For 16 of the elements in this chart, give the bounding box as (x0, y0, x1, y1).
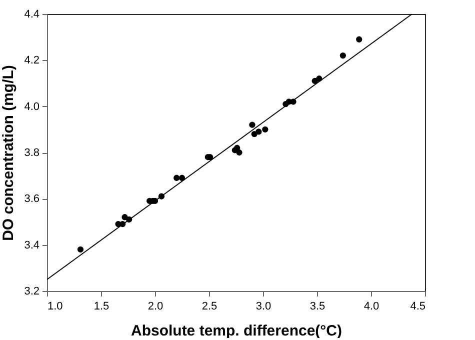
y-tick-label: 4.0 (24, 100, 40, 113)
y-tick-label: 4.2 (24, 54, 40, 67)
x-tick-label: 2.0 (148, 300, 164, 312)
x-tick-label: 3.5 (310, 300, 326, 312)
y-tick-label: 4.4 (24, 8, 40, 20)
x-tick-label: 4.0 (364, 300, 380, 312)
x-tick-label: 1.5 (94, 300, 110, 312)
y-tick-label: 3.4 (24, 239, 40, 252)
y-axis-title: DO concentration (mg/L) (0, 65, 18, 241)
y-tick-label: 3.2 (24, 286, 40, 298)
x-tick-label: 3.0 (256, 300, 272, 312)
x-tick-label: 2.5 (202, 300, 218, 312)
y-tick-label: 3.6 (24, 193, 40, 206)
y-tick-label: 3.8 (24, 147, 40, 159)
x-tick-label: 4.5 (410, 300, 426, 312)
x-tick-label: 1.0 (48, 300, 63, 312)
